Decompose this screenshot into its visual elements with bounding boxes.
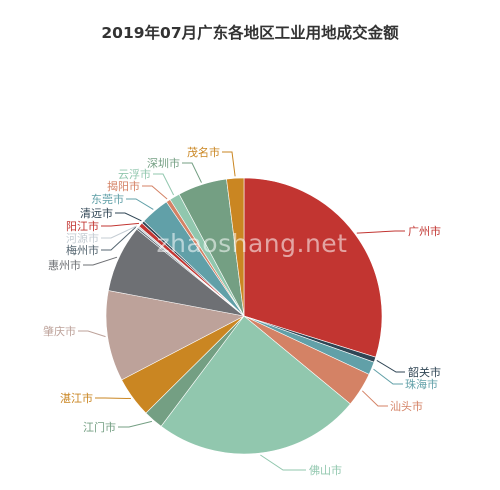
leader-line-4 [361, 390, 388, 407]
slice-label-8: 肇庆市 [43, 324, 76, 338]
slice-label-6: 江门市 [83, 420, 116, 434]
pie-slice-5 [160, 315, 351, 455]
slice-label-9: 惠州市 [48, 258, 81, 272]
pie-slice-18 [226, 177, 245, 317]
leader-line-12 [101, 222, 140, 227]
leader-line-15 [142, 185, 168, 200]
leader-line-6 [118, 420, 153, 428]
leader-line-2 [376, 359, 405, 373]
slice-label-13: 清远市 [80, 206, 113, 220]
slice-label-2: 韶关市 [408, 365, 441, 379]
pie-slice-8 [105, 290, 245, 381]
pie-slice-1 [243, 177, 383, 358]
slice-label-15: 揭阳市 [107, 179, 140, 193]
leader-line-14 [126, 198, 154, 210]
slice-label-18: 茂名市 [187, 145, 220, 159]
leader-line-10 [101, 226, 137, 251]
leader-line-17 [182, 162, 202, 183]
label-leader-lines [78, 151, 405, 471]
leader-line-9 [83, 256, 118, 266]
slice-label-12: 阳江市 [66, 219, 99, 233]
chart-title: 2019年07月广东各地区工业用地成交金额 [101, 23, 399, 42]
leader-line-3 [373, 368, 403, 385]
slice-label-4: 汕头市 [390, 399, 423, 413]
leader-line-8 [78, 330, 106, 338]
leader-line-5 [260, 454, 306, 471]
slice-label-1: 广州市 [408, 224, 441, 238]
leader-line-11 [101, 225, 138, 239]
slice-label-7: 湛江市 [60, 391, 93, 405]
pie-slices [105, 177, 383, 455]
slice-label-17: 深圳市 [147, 156, 180, 170]
slice-label-3: 珠海市 [405, 377, 438, 391]
leader-line-13 [115, 212, 142, 222]
slice-label-10: 梅州市 [66, 243, 99, 257]
leader-line-7 [95, 397, 131, 399]
slice-label-11: 河源市 [66, 231, 99, 245]
leader-line-18 [222, 151, 236, 177]
leader-line-16 [153, 173, 175, 196]
watermark-text: zhaoshang.net [157, 229, 348, 258]
slice-label-5: 佛山市 [309, 463, 342, 477]
leader-line-1 [356, 230, 405, 234]
slice-label-16: 云浮市 [118, 167, 151, 181]
slice-label-14: 东莞市 [91, 192, 124, 206]
